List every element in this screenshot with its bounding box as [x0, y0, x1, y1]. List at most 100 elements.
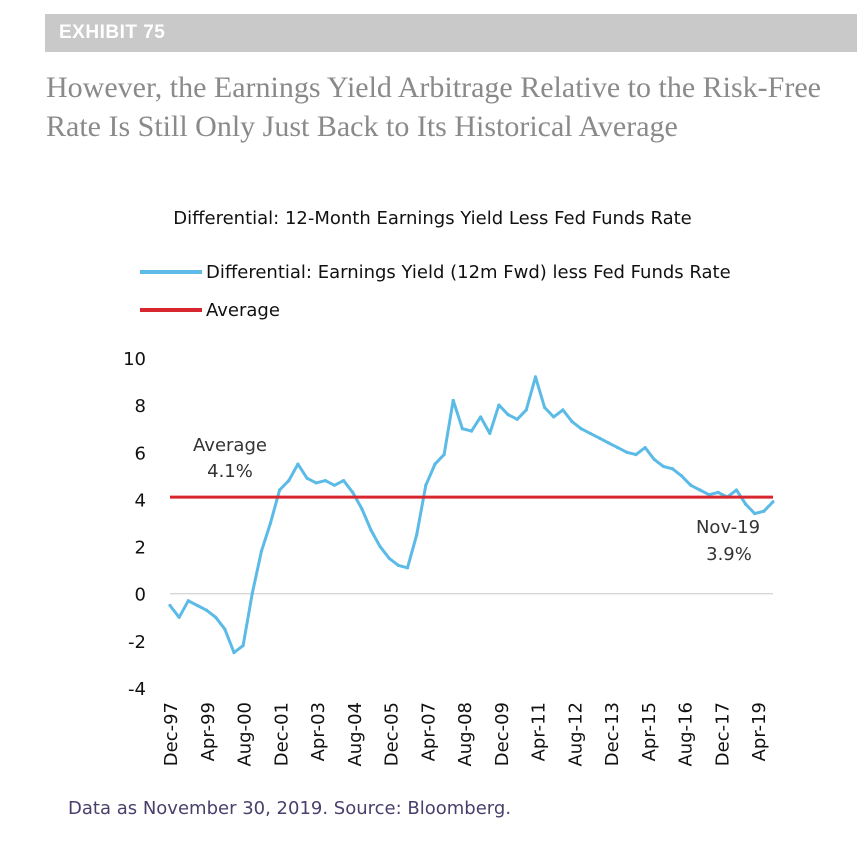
data-point	[332, 483, 337, 487]
data-point	[734, 488, 739, 492]
x-tick-label: Aug-16	[676, 702, 697, 767]
data-point	[634, 453, 638, 457]
x-tick-label: Aug-00	[235, 702, 256, 767]
legend-swatch-average	[140, 308, 202, 312]
data-point	[488, 431, 492, 436]
exhibit-banner: EXHIBIT 75	[45, 14, 857, 52]
data-point	[552, 415, 556, 419]
data-point	[698, 488, 702, 492]
data-point	[305, 476, 309, 480]
data-point	[588, 431, 592, 436]
data-point	[771, 500, 775, 504]
x-tick-label: Dec-97	[161, 702, 182, 766]
x-tick-label: Dec-01	[271, 702, 292, 766]
data-point	[597, 436, 602, 440]
chart-title: Differential: 12-Month Earnings Yield Le…	[173, 208, 692, 229]
data-point	[670, 467, 675, 471]
x-tick-label: Apr-03	[308, 702, 329, 761]
y-tick-label: 4	[135, 490, 146, 511]
data-point	[415, 533, 419, 537]
data-point	[451, 398, 455, 403]
x-tick-label: Apr-99	[198, 702, 219, 761]
legend-label-differential: Differential: Earnings Yield (12m Fwd) l…	[206, 261, 731, 283]
exhibit-label: EXHIBIT 75	[59, 22, 166, 43]
data-point	[387, 556, 391, 560]
legend-item-differential: Differential: Earnings Yield (12m Fwd) l…	[140, 260, 731, 284]
y-tick-label: -4	[128, 679, 146, 700]
data-point	[442, 453, 446, 457]
data-point	[341, 478, 346, 483]
data-point	[625, 450, 629, 454]
source-footnote: Data as November 30, 2019. Source: Bloom…	[68, 798, 512, 819]
legend-item-average: Average	[140, 298, 280, 322]
data-point	[570, 420, 574, 424]
x-tick-label: Dec-09	[492, 702, 513, 766]
data-point	[460, 427, 464, 431]
data-point	[268, 521, 273, 525]
x-tick-label: Aug-12	[565, 702, 586, 767]
data-point	[168, 603, 172, 608]
data-point	[296, 462, 300, 466]
data-point	[186, 599, 190, 603]
data-point	[533, 375, 538, 379]
data-point	[424, 483, 428, 487]
y-tick-label: 0	[135, 585, 146, 606]
data-point	[561, 408, 565, 412]
data-point	[606, 441, 611, 445]
data-point	[579, 427, 583, 431]
data-point	[515, 417, 519, 421]
data-point	[177, 615, 181, 619]
data-point	[232, 651, 236, 655]
data-point	[497, 403, 501, 407]
data-point	[616, 445, 620, 450]
data-point	[762, 509, 766, 513]
latest-annotation-label: Nov-19	[696, 517, 760, 538]
x-tick-label: Aug-08	[455, 702, 476, 767]
data-point	[506, 412, 510, 417]
x-tick-label: Apr-07	[418, 702, 439, 761]
y-tick-label: 10	[123, 349, 146, 370]
data-point	[287, 478, 291, 483]
data-point	[716, 490, 720, 494]
y-tick-label: 8	[135, 396, 146, 417]
data-point	[524, 408, 528, 412]
data-point	[396, 563, 401, 568]
data-point	[405, 566, 410, 570]
data-point	[643, 445, 647, 450]
x-tick-label: Dec-05	[382, 702, 403, 766]
data-point	[689, 483, 693, 487]
data-point	[369, 528, 373, 532]
y-tick-label: 2	[135, 538, 146, 559]
data-point	[241, 643, 245, 648]
data-point	[223, 627, 227, 631]
data-point	[214, 615, 218, 619]
x-tick-label: Dec-17	[712, 702, 733, 766]
legend-swatch-differential	[140, 270, 202, 274]
data-point	[680, 474, 684, 478]
data-point	[469, 429, 474, 433]
data-point	[204, 608, 209, 612]
data-point	[278, 488, 282, 492]
data-point	[314, 481, 318, 485]
data-point	[259, 549, 263, 553]
data-point	[360, 507, 364, 511]
page-title: However, the Earnings Yield Arbitrage Re…	[46, 71, 821, 143]
data-point	[433, 462, 437, 466]
data-point	[378, 544, 382, 549]
data-point	[351, 490, 355, 494]
latest-annotation-value: 3.9%	[706, 544, 752, 565]
data-point	[743, 502, 748, 506]
average-annotation-label: Average	[193, 435, 267, 456]
y-tick-label: -2	[128, 632, 146, 653]
x-tick-label: Apr-15	[639, 702, 660, 761]
data-point	[542, 405, 547, 410]
data-point	[195, 603, 200, 608]
data-point	[479, 415, 483, 419]
series-line-differential	[168, 375, 775, 655]
data-point	[753, 511, 757, 516]
legend-label-average: Average	[206, 299, 280, 321]
data-point	[323, 478, 327, 483]
data-point	[250, 592, 254, 596]
x-tick-label: Apr-19	[749, 702, 770, 761]
data-point	[707, 493, 711, 497]
